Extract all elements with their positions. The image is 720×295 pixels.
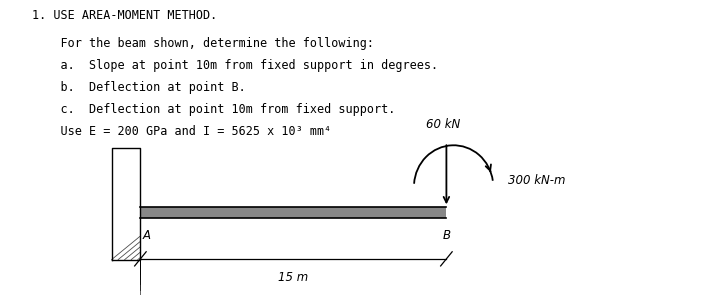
Text: 60 kN: 60 kN bbox=[426, 117, 460, 130]
Text: A: A bbox=[143, 230, 150, 242]
Text: 15 m: 15 m bbox=[278, 271, 309, 284]
Bar bbox=[140, 207, 446, 218]
Text: 300 kN-m: 300 kN-m bbox=[508, 174, 565, 187]
Text: B: B bbox=[443, 230, 451, 242]
Text: 1. USE AREA-MOMENT METHOD.: 1. USE AREA-MOMENT METHOD. bbox=[32, 9, 217, 22]
Text: For the beam shown, determine the following:: For the beam shown, determine the follow… bbox=[32, 37, 374, 50]
Text: a.  Slope at point 10m from fixed support in degrees.: a. Slope at point 10m from fixed support… bbox=[32, 59, 438, 72]
Text: Use E = 200 GPa and I = 5625 x 10³ mm⁴: Use E = 200 GPa and I = 5625 x 10³ mm⁴ bbox=[32, 125, 332, 138]
Text: c.  Deflection at point 10m from fixed support.: c. Deflection at point 10m from fixed su… bbox=[32, 103, 396, 116]
Text: b.  Deflection at point B.: b. Deflection at point B. bbox=[32, 81, 246, 94]
